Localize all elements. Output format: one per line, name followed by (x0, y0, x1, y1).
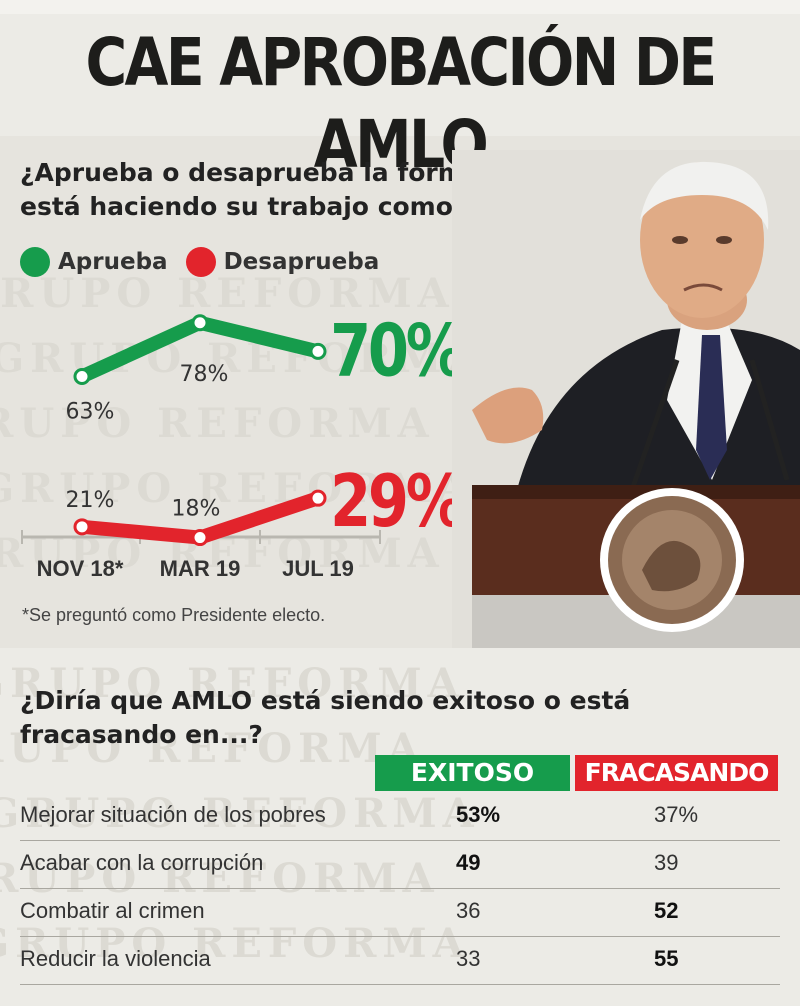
legend-item-desaprueba: Desaprueba (185, 247, 380, 277)
headline-value-label: 70% (330, 309, 463, 393)
data-point (309, 342, 327, 360)
data-label: 63% (66, 399, 115, 424)
x-tick-label: NOV 18* (37, 556, 124, 581)
x-axis: NOV 18* MAR 19 JUL 19 (21, 530, 381, 581)
legend-label-desaprueba: Desaprueba (223, 249, 380, 275)
data-point (73, 518, 91, 536)
value-fracasando: 39 (654, 850, 679, 875)
row-label: Mejorar situación de los pobres (20, 802, 326, 827)
x-tick-label: JUL 19 (282, 556, 354, 581)
table-row: Acabar con la corrupción 49 39 (20, 840, 780, 889)
value-exitoso: 33 (456, 946, 481, 971)
header-exitoso: EXITOSO (375, 755, 570, 791)
value-exitoso: 53% (456, 802, 501, 827)
series-desaprueba: 21% 18% 29% (66, 459, 466, 547)
president-photo (452, 150, 800, 648)
value-exitoso: 36 (456, 898, 481, 923)
table-row: Combatir al crimen 36 52 (20, 888, 780, 937)
data-label: 78% (180, 362, 229, 387)
president-illustration (452, 150, 800, 648)
legend-item-aprueba: Aprueba (20, 247, 168, 277)
top-strip (0, 0, 800, 14)
value-fracasando: 55 (654, 946, 679, 971)
row-label: Acabar con la corrupción (20, 850, 264, 875)
headline-value-label: 29% (330, 459, 463, 543)
footnote: *Se preguntó como Presidente electo. (22, 605, 326, 625)
data-label: 18% (172, 497, 221, 522)
row-label: Combatir al crimen (20, 898, 205, 923)
approval-line-chart: NOV 18* MAR 19 JUL 19 63% 78% 70% 21% 18% 29% (21, 309, 466, 581)
value-fracasando: 37% (654, 802, 699, 827)
x-tick-label: MAR 19 (160, 556, 241, 581)
value-fracasando: 52 (654, 898, 679, 923)
data-label: 21% (66, 488, 115, 513)
success-question: ¿Diría que AMLO está siendo exitoso o es… (20, 686, 631, 749)
legend-swatch-aprueba (20, 247, 50, 277)
header-fracasando: FRACASANDO (575, 755, 778, 791)
row-label: Reducir la violencia (20, 946, 211, 971)
table-row: Mejorar situación de los pobres 53% 37% (20, 792, 780, 841)
data-point (191, 529, 209, 547)
data-point (191, 314, 209, 332)
table-row: Reducir la violencia 33 55 (20, 936, 780, 985)
chart-series: 63% 78% 70% 21% 18% 29% (66, 309, 467, 547)
legend-label-aprueba: Aprueba (58, 249, 168, 275)
value-exitoso: 49 (456, 850, 481, 875)
chart-legend: Aprueba Desaprueba (20, 245, 397, 279)
legend-swatch-desaprueba (185, 247, 216, 277)
data-point (309, 489, 327, 507)
data-point (73, 367, 91, 385)
series-aprueba: 63% 78% 70% (66, 309, 467, 425)
